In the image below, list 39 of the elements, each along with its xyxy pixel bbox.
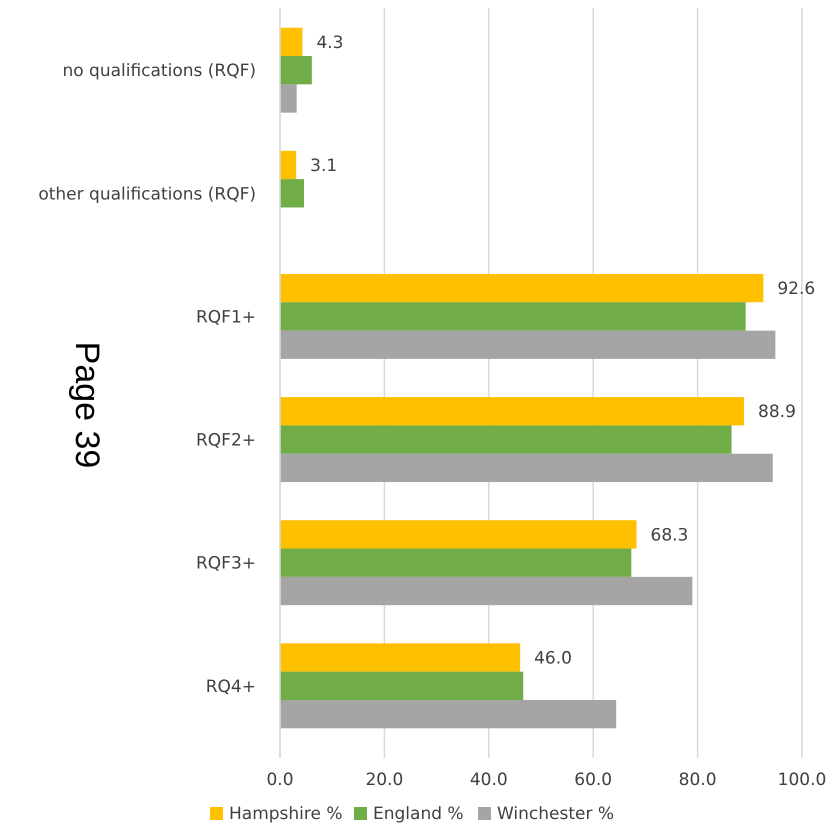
bar (280, 56, 312, 84)
bar (280, 548, 632, 577)
data-label: 4.3 (316, 32, 344, 53)
data-label: 88.9 (758, 402, 796, 422)
y-tick-label: RQF2+ (196, 430, 256, 451)
bar (280, 179, 304, 208)
legend-label: Hampshire % (229, 804, 343, 824)
bar (280, 150, 296, 180)
bar (280, 302, 746, 331)
y-tick-label: other qualifications (RQF) (38, 184, 256, 204)
bar (280, 643, 520, 672)
x-tick-label: 100.0 (778, 770, 826, 790)
bar (280, 576, 692, 606)
data-label: 68.3 (650, 525, 688, 546)
bar (280, 84, 297, 113)
bar (280, 425, 732, 454)
bar (280, 330, 776, 359)
text: Page 39 (68, 342, 106, 468)
bar (280, 700, 616, 728)
bar (280, 520, 637, 549)
y-tick-label: RQF1+ (196, 307, 256, 328)
bar (280, 28, 302, 56)
bar (280, 397, 744, 426)
x-tick-label: 80.0 (678, 770, 717, 790)
data-label: 92.6 (777, 279, 816, 300)
bar (280, 672, 524, 700)
legend-label: England % (373, 804, 464, 824)
x-tick-label: 60.0 (574, 770, 612, 790)
legend-label: Winchester % (497, 804, 614, 824)
bar (280, 274, 764, 302)
data-label: 46.0 (534, 648, 572, 668)
data-label: 3.1 (310, 156, 338, 176)
y-tick-label: RQ4+ (206, 676, 256, 697)
x-tick-label: 20.0 (365, 770, 404, 790)
bar (280, 454, 773, 482)
x-tick-label: 40.0 (470, 770, 508, 790)
y-tick-label: no qualifications (RQF) (62, 61, 256, 82)
x-tick-label: 0.0 (266, 770, 294, 790)
y-tick-label: RQF3+ (196, 554, 256, 574)
